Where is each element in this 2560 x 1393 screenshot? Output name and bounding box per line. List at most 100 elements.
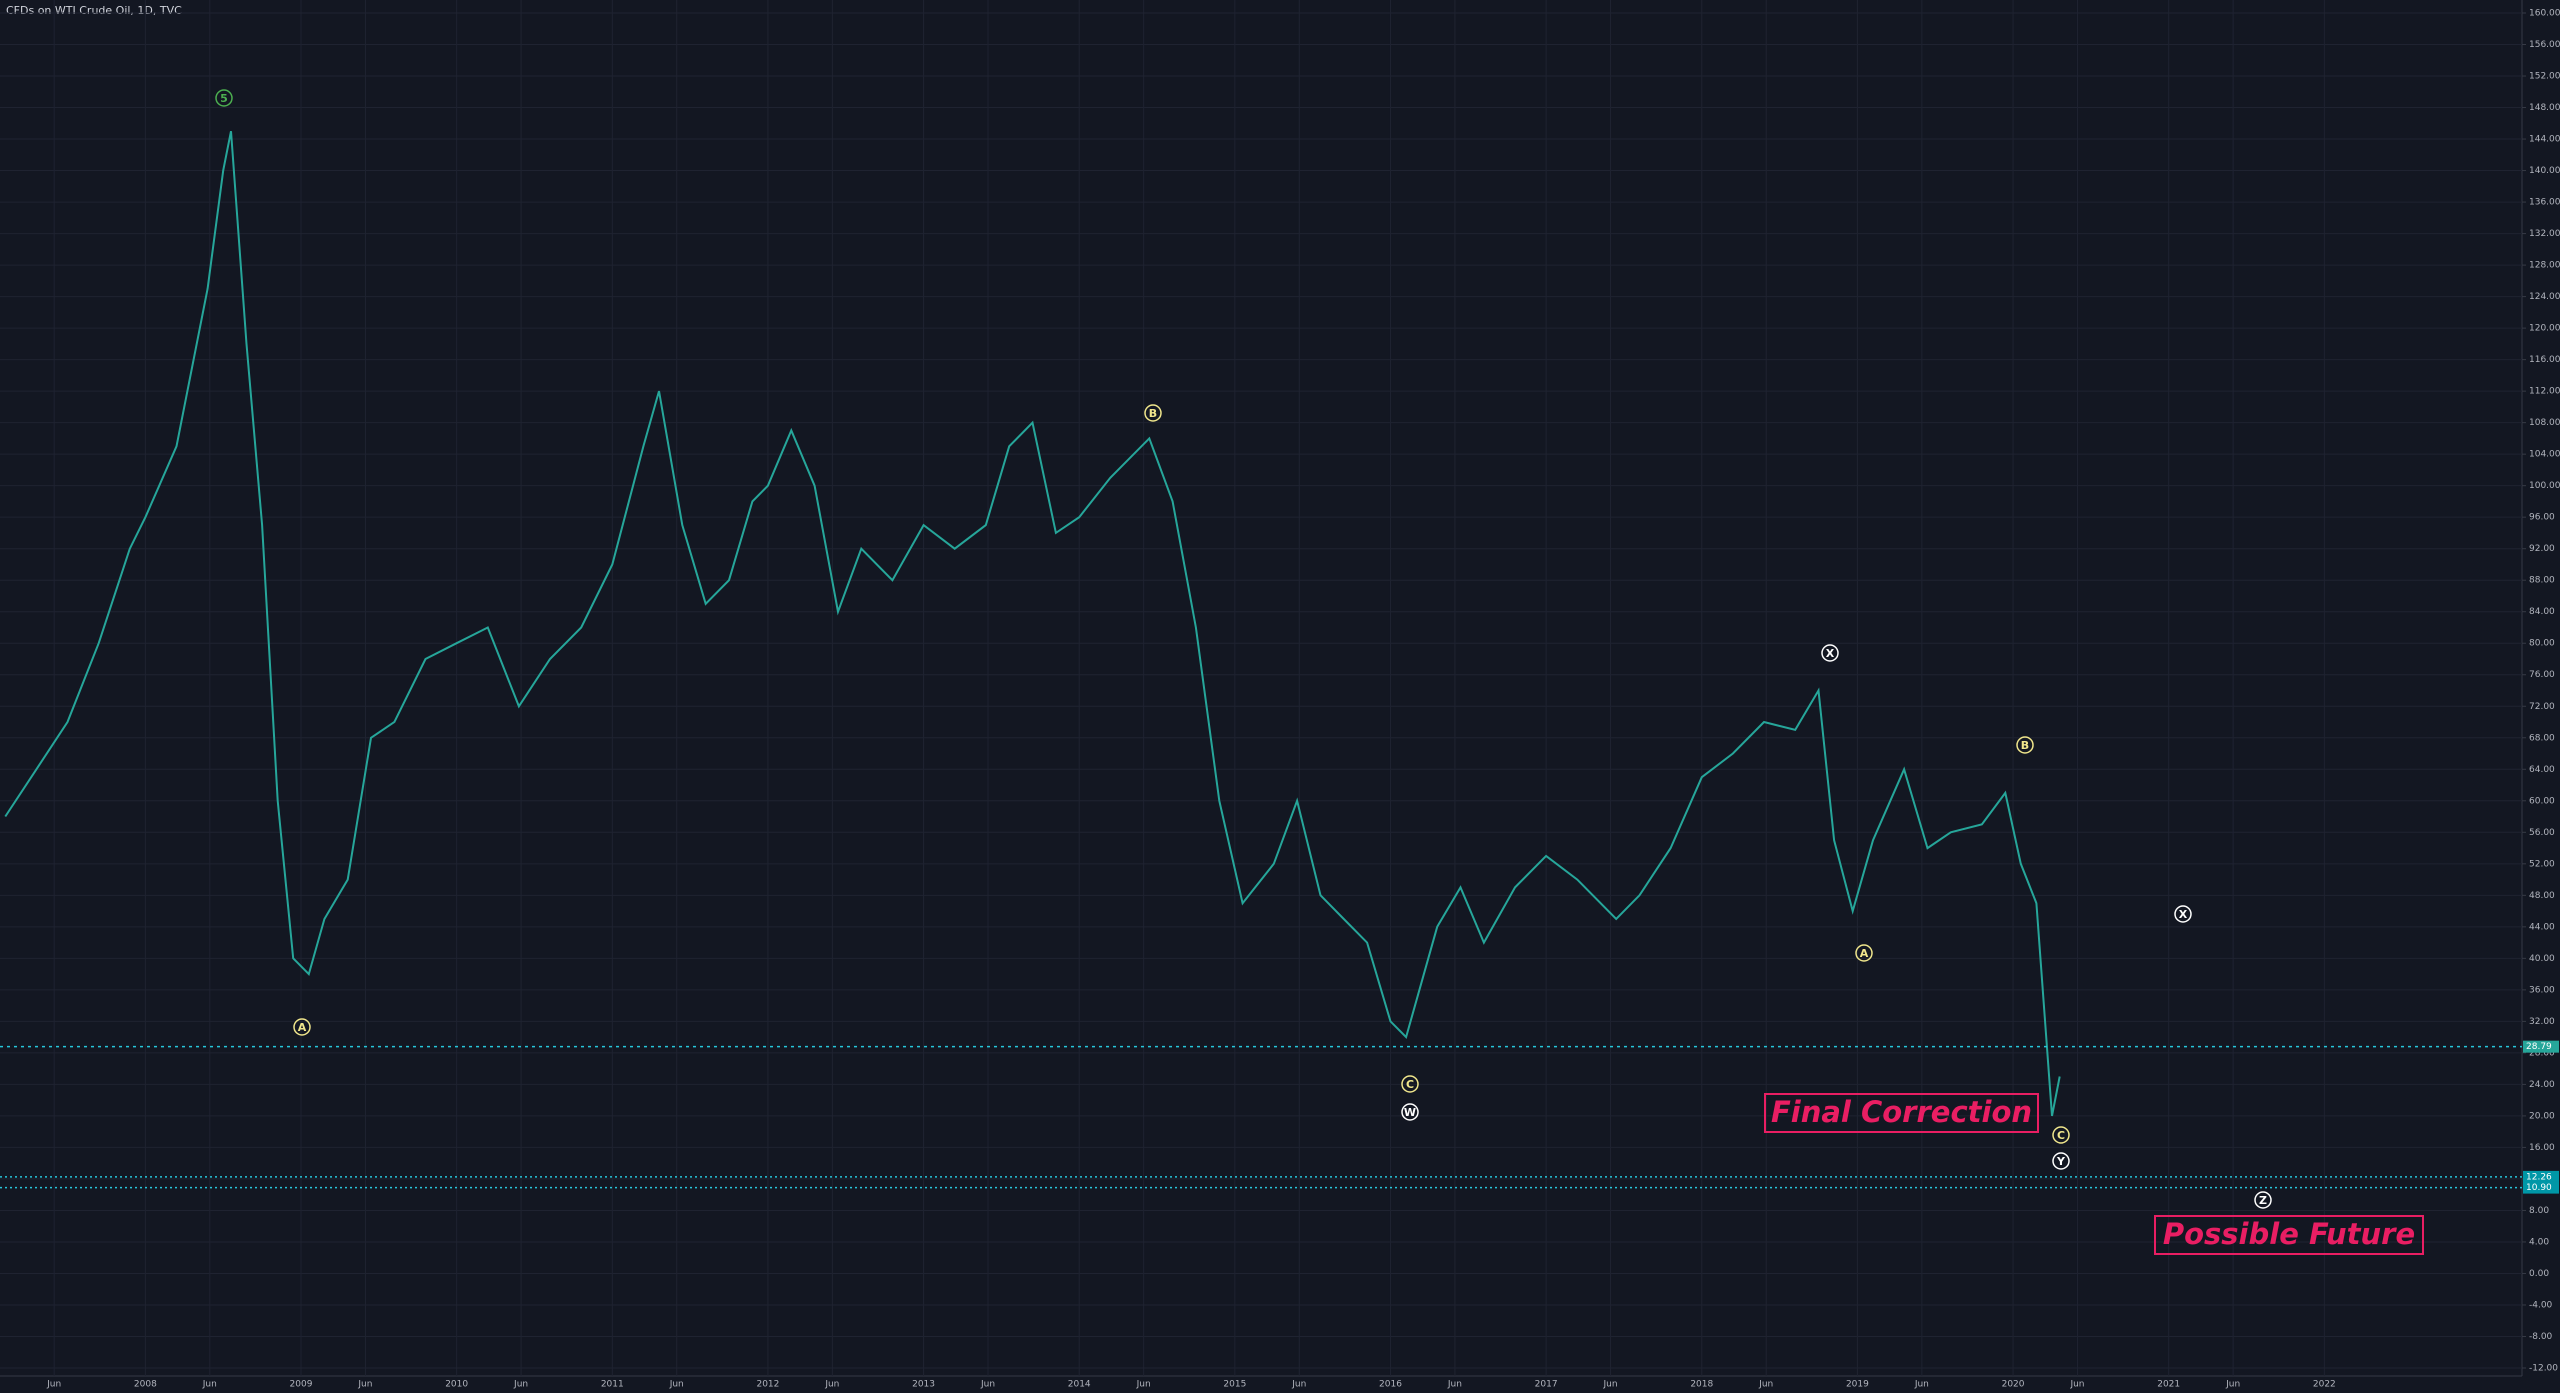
wave-circle bbox=[215, 89, 233, 107]
y-tick-label: 152.00 bbox=[2529, 72, 2560, 82]
x-tick-label: 2013 bbox=[912, 1380, 935, 1390]
wave-label: B bbox=[2021, 739, 2029, 752]
wave-label: C bbox=[2057, 1129, 2065, 1142]
x-tick-label: 2016 bbox=[1379, 1380, 1402, 1390]
wave-circle bbox=[2254, 1191, 2272, 1209]
y-tick-label: 0.00 bbox=[2529, 1269, 2549, 1279]
y-tick-label: 72.00 bbox=[2529, 702, 2555, 712]
y-tick-label: 160.00 bbox=[2529, 9, 2560, 19]
y-tick-label: 52.00 bbox=[2529, 859, 2555, 869]
x-tick-label: 2017 bbox=[1535, 1380, 1558, 1390]
x-tick-label: Jun bbox=[46, 1380, 61, 1390]
note-text: Final Correction bbox=[1771, 1095, 2032, 1129]
y-tick-label: 28.00 bbox=[2529, 1048, 2555, 1058]
y-tick-label: 108.00 bbox=[2529, 418, 2560, 428]
y-tick-label: -12.00 bbox=[2529, 1364, 2558, 1374]
y-tick-label: 40.00 bbox=[2529, 954, 2555, 964]
y-tick-label: 92.00 bbox=[2529, 544, 2555, 554]
wave-label: A bbox=[298, 1021, 307, 1034]
x-tick-label: 2012 bbox=[756, 1380, 779, 1390]
x-tick-label: Jun bbox=[202, 1380, 217, 1390]
wave-circle bbox=[1821, 644, 1839, 662]
x-tick-label: Jun bbox=[513, 1380, 528, 1390]
x-tick-label: 2019 bbox=[1846, 1380, 1869, 1390]
price-tag-label: 12.26 bbox=[2526, 1172, 2552, 1182]
wave-label: X bbox=[1826, 647, 1835, 660]
note-box bbox=[2154, 1215, 2424, 1255]
y-tick-label: 144.00 bbox=[2529, 135, 2560, 145]
price-tag-label: 28.79 bbox=[2526, 1042, 2552, 1052]
y-tick-label: 64.00 bbox=[2529, 765, 2555, 775]
wave-label: X bbox=[2179, 908, 2188, 921]
y-tick-label: 96.00 bbox=[2529, 513, 2555, 523]
x-tick-label: 2020 bbox=[2002, 1380, 2025, 1390]
y-tick-label: 116.00 bbox=[2529, 355, 2560, 365]
price-line bbox=[4, 131, 2061, 1117]
wave-circle bbox=[2016, 736, 2034, 754]
y-tick-label: 68.00 bbox=[2529, 733, 2555, 743]
y-tick-label: 20.00 bbox=[2529, 1111, 2555, 1121]
wave-circle bbox=[293, 1018, 311, 1036]
wave-circle bbox=[2052, 1152, 2070, 1170]
wave-circle bbox=[1144, 404, 1162, 422]
x-tick-label: Jun bbox=[1758, 1380, 1773, 1390]
x-tick-label: Jun bbox=[2069, 1380, 2084, 1390]
price-tag bbox=[2523, 1170, 2559, 1183]
x-tick-label: 2018 bbox=[1690, 1380, 1713, 1390]
y-tick-label: 100.00 bbox=[2529, 481, 2560, 491]
wave-label: W bbox=[1404, 1106, 1416, 1119]
x-tick-label: 2008 bbox=[134, 1380, 157, 1390]
wave-circle bbox=[1855, 944, 1873, 962]
wave-circle bbox=[2052, 1126, 2070, 1144]
wave-circle bbox=[2174, 905, 2192, 923]
y-tick-label: 24.00 bbox=[2529, 1080, 2555, 1090]
x-tick-label: Jun bbox=[1603, 1380, 1618, 1390]
wave-label: B bbox=[1149, 407, 1157, 420]
x-tick-label: Jun bbox=[1291, 1380, 1306, 1390]
wave-label: 5 bbox=[220, 92, 228, 105]
price-tag bbox=[2523, 1181, 2559, 1194]
y-tick-label: 132.00 bbox=[2529, 229, 2560, 239]
y-tick-label: 16.00 bbox=[2529, 1143, 2555, 1153]
x-tick-label: Jun bbox=[1136, 1380, 1151, 1390]
wave-label: C bbox=[1406, 1078, 1414, 1091]
y-tick-label: 36.00 bbox=[2529, 985, 2555, 995]
x-tick-label: Jun bbox=[824, 1380, 839, 1390]
x-tick-label: Jun bbox=[980, 1380, 995, 1390]
y-tick-label: 148.00 bbox=[2529, 103, 2560, 113]
x-tick-label: Jun bbox=[357, 1380, 372, 1390]
y-tick-label: 124.00 bbox=[2529, 292, 2560, 302]
y-tick-label: 76.00 bbox=[2529, 670, 2555, 680]
note-text: Possible Future bbox=[2163, 1217, 2415, 1251]
x-tick-label: 2011 bbox=[601, 1380, 624, 1390]
x-tick-label: 2015 bbox=[1223, 1380, 1246, 1390]
x-tick-label: Jun bbox=[2225, 1380, 2240, 1390]
y-tick-label: 140.00 bbox=[2529, 166, 2560, 176]
wave-label: A bbox=[1860, 947, 1869, 960]
x-tick-label: Jun bbox=[1447, 1380, 1462, 1390]
y-tick-label: 32.00 bbox=[2529, 1017, 2555, 1027]
y-tick-label: 48.00 bbox=[2529, 891, 2555, 901]
wave-label: Y bbox=[2056, 1155, 2066, 1168]
x-tick-label: Jun bbox=[669, 1380, 684, 1390]
y-tick-label: 156.00 bbox=[2529, 40, 2560, 50]
x-tick-label: 2021 bbox=[2157, 1380, 2180, 1390]
price-tag-label: 10.90 bbox=[2526, 1183, 2552, 1193]
x-tick-label: 2014 bbox=[1068, 1380, 1091, 1390]
x-tick-label: 2009 bbox=[290, 1380, 313, 1390]
wave-circle bbox=[1401, 1103, 1419, 1121]
y-tick-label: 8.00 bbox=[2529, 1206, 2549, 1216]
y-tick-label: 4.00 bbox=[2529, 1237, 2549, 1247]
y-tick-label: 112.00 bbox=[2529, 387, 2560, 397]
wave-label: Z bbox=[2259, 1194, 2267, 1207]
y-tick-label: 136.00 bbox=[2529, 198, 2560, 208]
y-tick-label: 44.00 bbox=[2529, 922, 2555, 932]
y-tick-label: 120.00 bbox=[2529, 324, 2560, 334]
x-tick-label: 2010 bbox=[445, 1380, 468, 1390]
wave-circle bbox=[1401, 1075, 1419, 1093]
x-tick-label: Jun bbox=[1914, 1380, 1929, 1390]
y-tick-label: -4.00 bbox=[2529, 1300, 2553, 1310]
